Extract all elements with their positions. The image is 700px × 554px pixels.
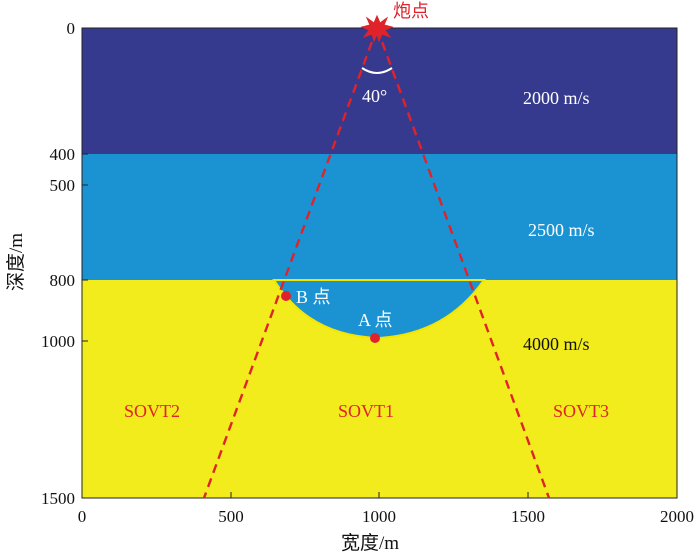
x-tick-label: 1000 (362, 507, 396, 526)
zone-label-sovt1: SOVT1 (338, 401, 394, 421)
x-tick-label: 1500 (511, 507, 545, 526)
point-b-label: B 点 (296, 287, 331, 307)
y-axis-title: 深度/m (5, 233, 27, 291)
velocity-label-layer1: 2000 m/s (523, 88, 590, 108)
x-axis: 0 500 1000 1500 2000 (78, 492, 694, 526)
y-tick-label: 800 (50, 271, 76, 290)
point-a-marker (370, 333, 380, 343)
source-star-icon (360, 14, 394, 43)
velocity-label-layer2: 2500 m/s (528, 220, 595, 240)
ray-right (375, 27, 551, 499)
x-tick-label: 2000 (660, 507, 694, 526)
x-tick-label: 0 (78, 507, 87, 526)
x-tick-label: 500 (218, 507, 244, 526)
y-tick-label: 1000 (41, 332, 75, 351)
point-b-marker (281, 291, 291, 301)
zone-label-sovt3: SOVT3 (553, 401, 609, 421)
zone-label-sovt2: SOVT2 (124, 401, 180, 421)
x-axis-title: 宽度/m (341, 532, 399, 554)
y-tick-label: 400 (50, 145, 76, 164)
y-tick-label: 0 (67, 19, 76, 38)
layer-2500ms (82, 154, 677, 280)
ray-left (202, 27, 379, 499)
angle-label: 40° (362, 86, 387, 106)
source-label: 炮点 (393, 1, 429, 21)
point-a-label: A 点 (358, 310, 393, 330)
y-axis: 0 400 500 800 1000 1500 (41, 19, 88, 508)
y-tick-label: 500 (50, 176, 76, 195)
layer-2000ms (82, 28, 677, 154)
angle-arc (361, 67, 393, 74)
y-tick-label: 1500 (41, 489, 75, 508)
velocity-label-layer3: 4000 m/s (523, 334, 590, 354)
